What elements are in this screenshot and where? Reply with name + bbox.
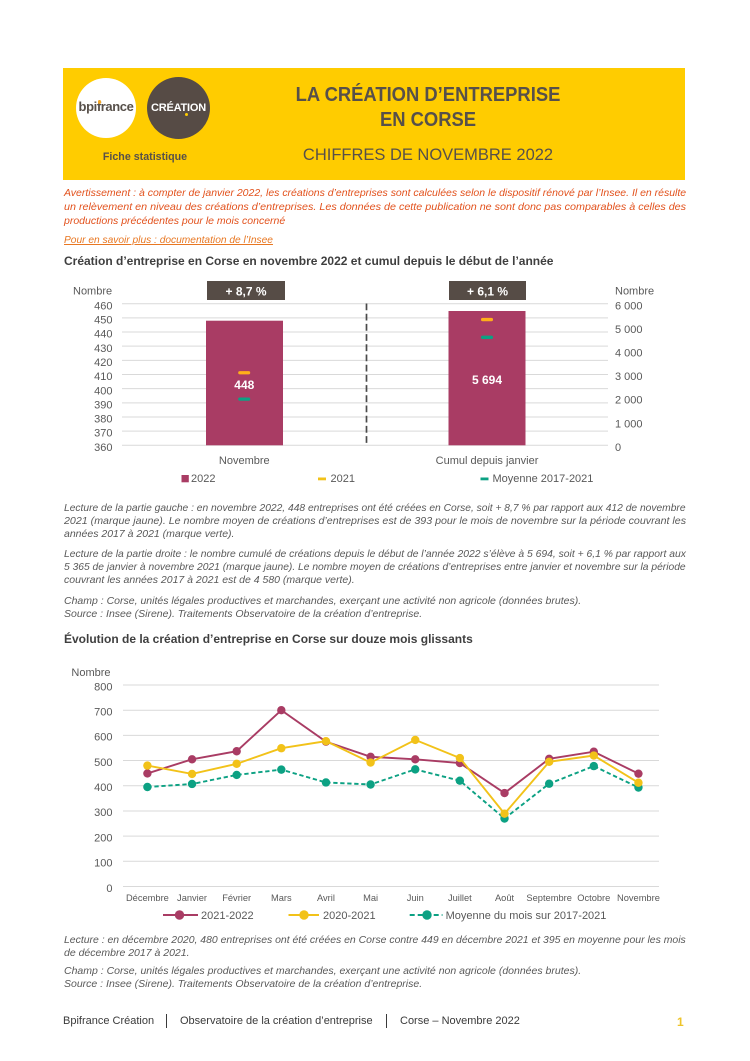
svg-text:Novembre: Novembre (219, 455, 270, 467)
svg-text:1 000: 1 000 (615, 418, 643, 430)
svg-text:450: 450 (94, 314, 112, 326)
svg-text:4 000: 4 000 (615, 348, 643, 360)
svg-text:420: 420 (94, 357, 112, 369)
svg-text:Septembre: Septembre (526, 893, 571, 903)
svg-text:+ 8,7 %: + 8,7 % (225, 285, 266, 299)
svg-text:800: 800 (94, 681, 112, 693)
svg-text:2020-2021: 2020-2021 (323, 910, 376, 922)
svg-text:0: 0 (106, 883, 112, 895)
svg-text:Juillet: Juillet (448, 893, 472, 903)
svg-text:0: 0 (615, 442, 621, 454)
svg-text:700: 700 (94, 706, 112, 718)
svg-text:Moyenne 2017-2021: Moyenne 2017-2021 (493, 473, 594, 485)
svg-text:2021-2022: 2021-2022 (201, 910, 254, 922)
svg-text:Nombre: Nombre (71, 667, 110, 679)
svg-text:430: 430 (94, 343, 112, 355)
svg-text:410: 410 (94, 371, 112, 383)
svg-text:Mars: Mars (271, 893, 292, 903)
svg-text:200: 200 (94, 832, 112, 844)
svg-text:100: 100 (94, 858, 112, 870)
svg-text:Juin: Juin (407, 893, 424, 903)
svg-text:500: 500 (94, 757, 112, 769)
svg-text:440: 440 (94, 329, 112, 341)
svg-text:Août: Août (495, 893, 515, 903)
svg-text:Nombre: Nombre (615, 286, 654, 298)
svg-text:Moyenne du mois sur 2017-2021: Moyenne du mois sur 2017-2021 (446, 910, 607, 922)
svg-text:380: 380 (94, 414, 112, 426)
svg-text:360: 360 (94, 442, 112, 454)
svg-text:460: 460 (94, 300, 112, 312)
svg-text:Nombre: Nombre (73, 286, 112, 298)
svg-text:Janvier: Janvier (177, 893, 207, 903)
svg-text:Cumul depuis janvier: Cumul depuis janvier (436, 455, 539, 467)
svg-text:Novembre: Novembre (617, 893, 660, 903)
svg-text:2 000: 2 000 (615, 395, 643, 407)
svg-text:Octobre: Octobre (577, 893, 610, 903)
svg-text:6 000: 6 000 (615, 300, 643, 312)
svg-text:400: 400 (94, 385, 112, 397)
svg-text:Décembre: Décembre (126, 893, 169, 903)
svg-text:Avril: Avril (317, 893, 335, 903)
svg-text:2021: 2021 (331, 473, 355, 485)
svg-text:600: 600 (94, 732, 112, 744)
svg-text:370: 370 (94, 428, 112, 440)
svg-text:390: 390 (94, 399, 112, 411)
svg-text:400: 400 (94, 782, 112, 794)
svg-text:448: 448 (234, 378, 254, 392)
svg-text:3 000: 3 000 (615, 371, 643, 383)
svg-text:2022: 2022 (191, 473, 215, 485)
svg-text:Février: Février (222, 893, 251, 903)
svg-text:Mai: Mai (363, 893, 378, 903)
svg-text:5 000: 5 000 (615, 324, 643, 336)
svg-text:5 694: 5 694 (472, 373, 502, 387)
svg-text:+ 6,1 %: + 6,1 % (467, 285, 508, 299)
svg-text:300: 300 (94, 807, 112, 819)
